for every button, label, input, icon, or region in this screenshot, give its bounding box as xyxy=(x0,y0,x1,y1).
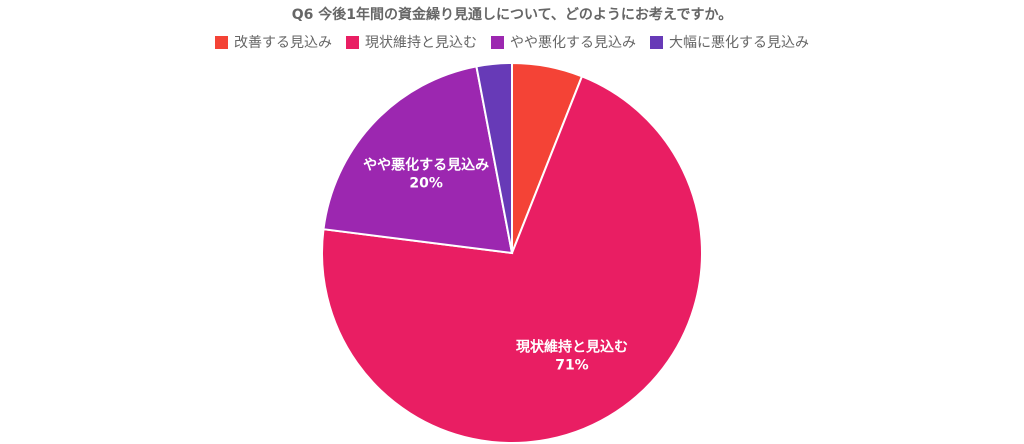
legend-label: 現状維持と見込む xyxy=(365,35,477,51)
legend-label: やや悪化する見込み xyxy=(510,35,636,51)
legend-item-slightly-worse[interactable]: やや悪化する見込み xyxy=(491,32,636,52)
pie-labels: 現状維持と見込む 71% やや悪化する見込み 20% xyxy=(363,156,628,373)
slice-slightly-worse[interactable] xyxy=(322,65,514,255)
legend-label: 改善する見込み xyxy=(234,35,332,51)
slice-label-category: 現状維持と見込む xyxy=(516,338,628,355)
legend-item-improve[interactable]: 改善する見込み xyxy=(215,32,332,52)
legend-swatch xyxy=(346,35,359,49)
legend-swatch xyxy=(215,35,228,49)
pie-slices xyxy=(321,61,703,444)
slice-label-category: やや悪化する見込み xyxy=(363,156,489,173)
slice-maintain[interactable] xyxy=(321,75,703,444)
chart-title: Q6 今後1年間の資金繰り見通しについて、どのようにお考えですか。 xyxy=(291,7,733,23)
slice-label-percent: 20% xyxy=(409,175,443,191)
chart-legend: 改善する見込み 現状維持と見込む やや悪化する見込み 大幅に悪化する見込み xyxy=(0,32,1024,52)
legend-swatch xyxy=(650,35,663,49)
slice-label-percent: 71% xyxy=(555,357,589,373)
legend-label: 大幅に悪化する見込み xyxy=(669,35,809,51)
legend-item-much-worse[interactable]: 大幅に悪化する見込み xyxy=(650,32,809,52)
legend-swatch xyxy=(491,35,504,49)
slice-much-worse[interactable] xyxy=(475,61,513,254)
legend-item-maintain[interactable]: 現状維持と見込む xyxy=(346,32,477,52)
